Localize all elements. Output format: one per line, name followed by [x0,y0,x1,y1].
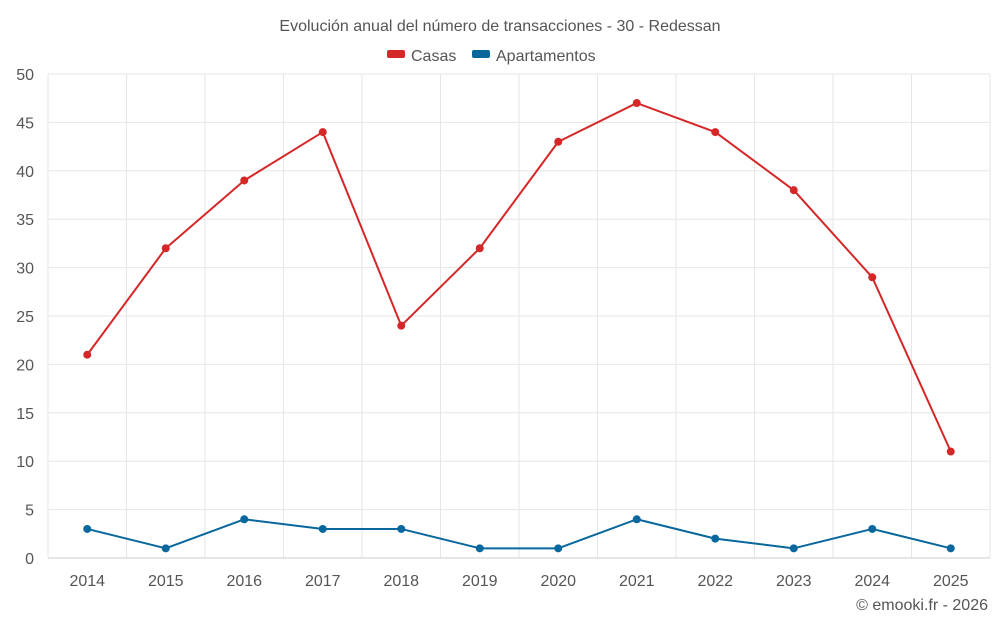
data-point-apartamentos-2021[interactable] [632,515,641,524]
y-tick-label: 40 [16,164,34,181]
y-tick-label: 20 [16,357,34,374]
data-point-casas-2023[interactable] [789,186,798,195]
x-tick-label: 2024 [854,573,890,590]
data-point-casas-2025[interactable] [946,447,955,456]
y-tick-label: 15 [16,406,34,423]
data-point-casas-2020[interactable] [554,137,563,146]
data-point-casas-2015[interactable] [161,244,170,253]
x-tick-label: 2020 [540,573,576,590]
y-tick-label: 35 [16,212,34,229]
data-point-apartamentos-2016[interactable] [240,515,249,524]
y-tick-label: 0 [25,551,34,568]
series-apartamentos [83,515,955,553]
x-tick-label: 2015 [148,573,184,590]
legend-item-apartamentos[interactable]: Apartamentos [472,48,596,65]
legend-label-casas: Casas [411,48,456,65]
x-axis-ticks: 2014 2015 2016 2017 2018 2019 2020 2021 2022 2023… [69,573,968,590]
x-tick-label: 2023 [776,573,812,590]
x-gridlines [47,74,991,558]
data-point-apartamentos-2018[interactable] [397,524,406,533]
x-tick-label: 2019 [462,573,498,590]
data-point-apartamentos-2014[interactable] [83,524,92,533]
data-point-casas-2016[interactable] [240,176,249,185]
data-point-casas-2014[interactable] [83,350,92,359]
y-tick-label: 10 [16,454,34,471]
data-point-apartamentos-2025[interactable] [946,544,955,553]
credit-text: © emooki.fr - 2026 [856,597,988,614]
series-line-casas [86,102,952,452]
x-tick-label: 2018 [383,573,419,590]
data-point-casas-2021[interactable] [632,99,641,108]
legend-swatch-casas [387,50,405,58]
x-tick-label: 2017 [305,573,341,590]
data-point-apartamentos-2024[interactable] [868,524,877,533]
x-tick-label: 2022 [697,573,733,590]
data-point-apartamentos-2022[interactable] [711,534,720,543]
data-point-casas-2018[interactable] [397,321,406,330]
series-group [83,99,955,553]
data-point-casas-2017[interactable] [318,128,327,137]
y-tick-label: 45 [16,115,34,132]
x-tick-label: 2016 [226,573,262,590]
data-point-apartamentos-2023[interactable] [789,544,798,553]
series-line-apartamentos [87,518,951,550]
data-point-apartamentos-2017[interactable] [318,524,327,533]
data-point-apartamentos-2019[interactable] [475,544,484,553]
data-point-apartamentos-2015[interactable] [161,544,170,553]
y-tick-label: 30 [16,261,34,278]
x-tick-label: 2014 [69,573,105,590]
x-tick-label: 2025 [933,573,969,590]
legend-item-casas[interactable]: Casas [387,48,456,65]
legend-swatch-apartamentos [472,50,490,58]
y-tick-label: 5 [25,503,34,520]
y-axis-ticks: 0 5 10 15 20 25 30 35 40 45 50 [16,67,34,568]
legend-label-apartamentos: Apartamentos [496,48,596,65]
chart-title: Evolución anual del número de transaccio… [279,18,720,35]
x-tick-label: 2021 [619,573,655,590]
y-tick-label: 25 [16,309,34,326]
data-point-casas-2024[interactable] [868,273,877,282]
legend: Casas Apartamentos [387,48,596,65]
data-point-apartamentos-2020[interactable] [554,544,563,553]
data-point-casas-2019[interactable] [475,244,484,253]
y-tick-label: 50 [16,67,34,84]
data-point-casas-2022[interactable] [711,128,720,137]
series-casas [83,99,955,456]
